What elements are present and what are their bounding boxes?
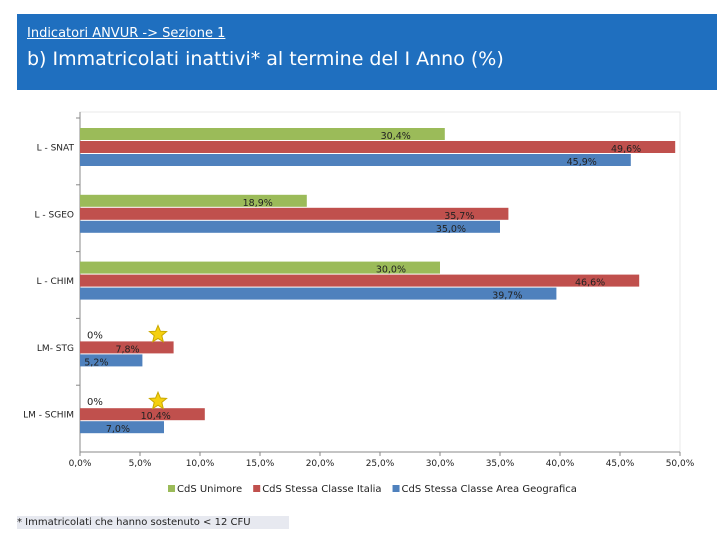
x-tick-label: 40,0% (546, 459, 575, 469)
x-tick-label: 25,0% (366, 459, 395, 469)
legend-label: CdS Unimore (177, 484, 242, 495)
legend-swatch (392, 485, 400, 492)
data-label: 30,0% (376, 265, 406, 276)
legend-label: CdS Stessa Classe Area Geografica (402, 484, 577, 495)
data-label: 7,0% (106, 424, 130, 435)
data-label: 0% (87, 330, 103, 341)
bar (80, 354, 143, 367)
legend-swatch (168, 485, 175, 492)
data-label: 35,7% (444, 211, 474, 222)
x-tick-label: 15,0% (246, 459, 275, 469)
bar (80, 274, 640, 287)
x-tick-label: 20,0% (306, 459, 335, 469)
bar (80, 287, 557, 300)
bar (80, 408, 205, 421)
data-label: 30,4% (381, 131, 411, 142)
data-label: 18,9% (243, 198, 273, 209)
data-label: 7,8% (115, 344, 139, 355)
category-label: L - CHIM (37, 277, 74, 287)
legend-label: CdS Stessa Classe Italia (262, 484, 381, 495)
star-icon (148, 324, 168, 343)
bar (80, 341, 174, 354)
data-label: 5,2% (84, 357, 108, 368)
data-label: 46,6% (575, 278, 605, 289)
x-tick-label: 0,0% (69, 459, 92, 469)
bar (80, 128, 445, 140)
x-tick-label: 5,0% (129, 459, 152, 469)
category-label: L - SGEO (35, 210, 74, 220)
star-icon (148, 390, 168, 410)
page-title: b) Immatricolati inattivi* al termine de… (27, 48, 504, 70)
category-label: LM - SCHIM (23, 411, 74, 421)
legend-swatch (253, 485, 261, 492)
section-subtitle: Indicatori ANVUR -> Sezione 1 (27, 26, 226, 41)
x-tick-label: 35,0% (486, 459, 515, 469)
bar (80, 141, 676, 153)
data-label: 10,4% (141, 411, 171, 422)
bar (80, 207, 509, 220)
bar (80, 194, 307, 207)
x-tick-label: 10,0% (186, 459, 215, 469)
data-label: 39,7% (492, 291, 522, 302)
category-label: L - SNAT (37, 144, 75, 154)
x-tick-label: 45,0% (606, 459, 635, 469)
data-label: 0% (87, 397, 103, 408)
header-banner: Indicatori ANVUR -> Sezione 1 b) Immatri… (17, 14, 717, 90)
footnote: * Immatricolati che hanno sostenuto < 12… (17, 516, 289, 529)
bar (80, 220, 500, 233)
bar (80, 154, 631, 166)
data-label: 35,0% (436, 224, 466, 235)
x-tick-label: 50,0% (666, 459, 695, 469)
data-label: 49,6% (611, 144, 641, 155)
category-label: LM- STG (37, 344, 74, 354)
data-label: 45,9% (567, 157, 597, 168)
bar (80, 421, 164, 434)
x-tick-label: 30,0% (426, 459, 455, 469)
bar (80, 261, 440, 274)
